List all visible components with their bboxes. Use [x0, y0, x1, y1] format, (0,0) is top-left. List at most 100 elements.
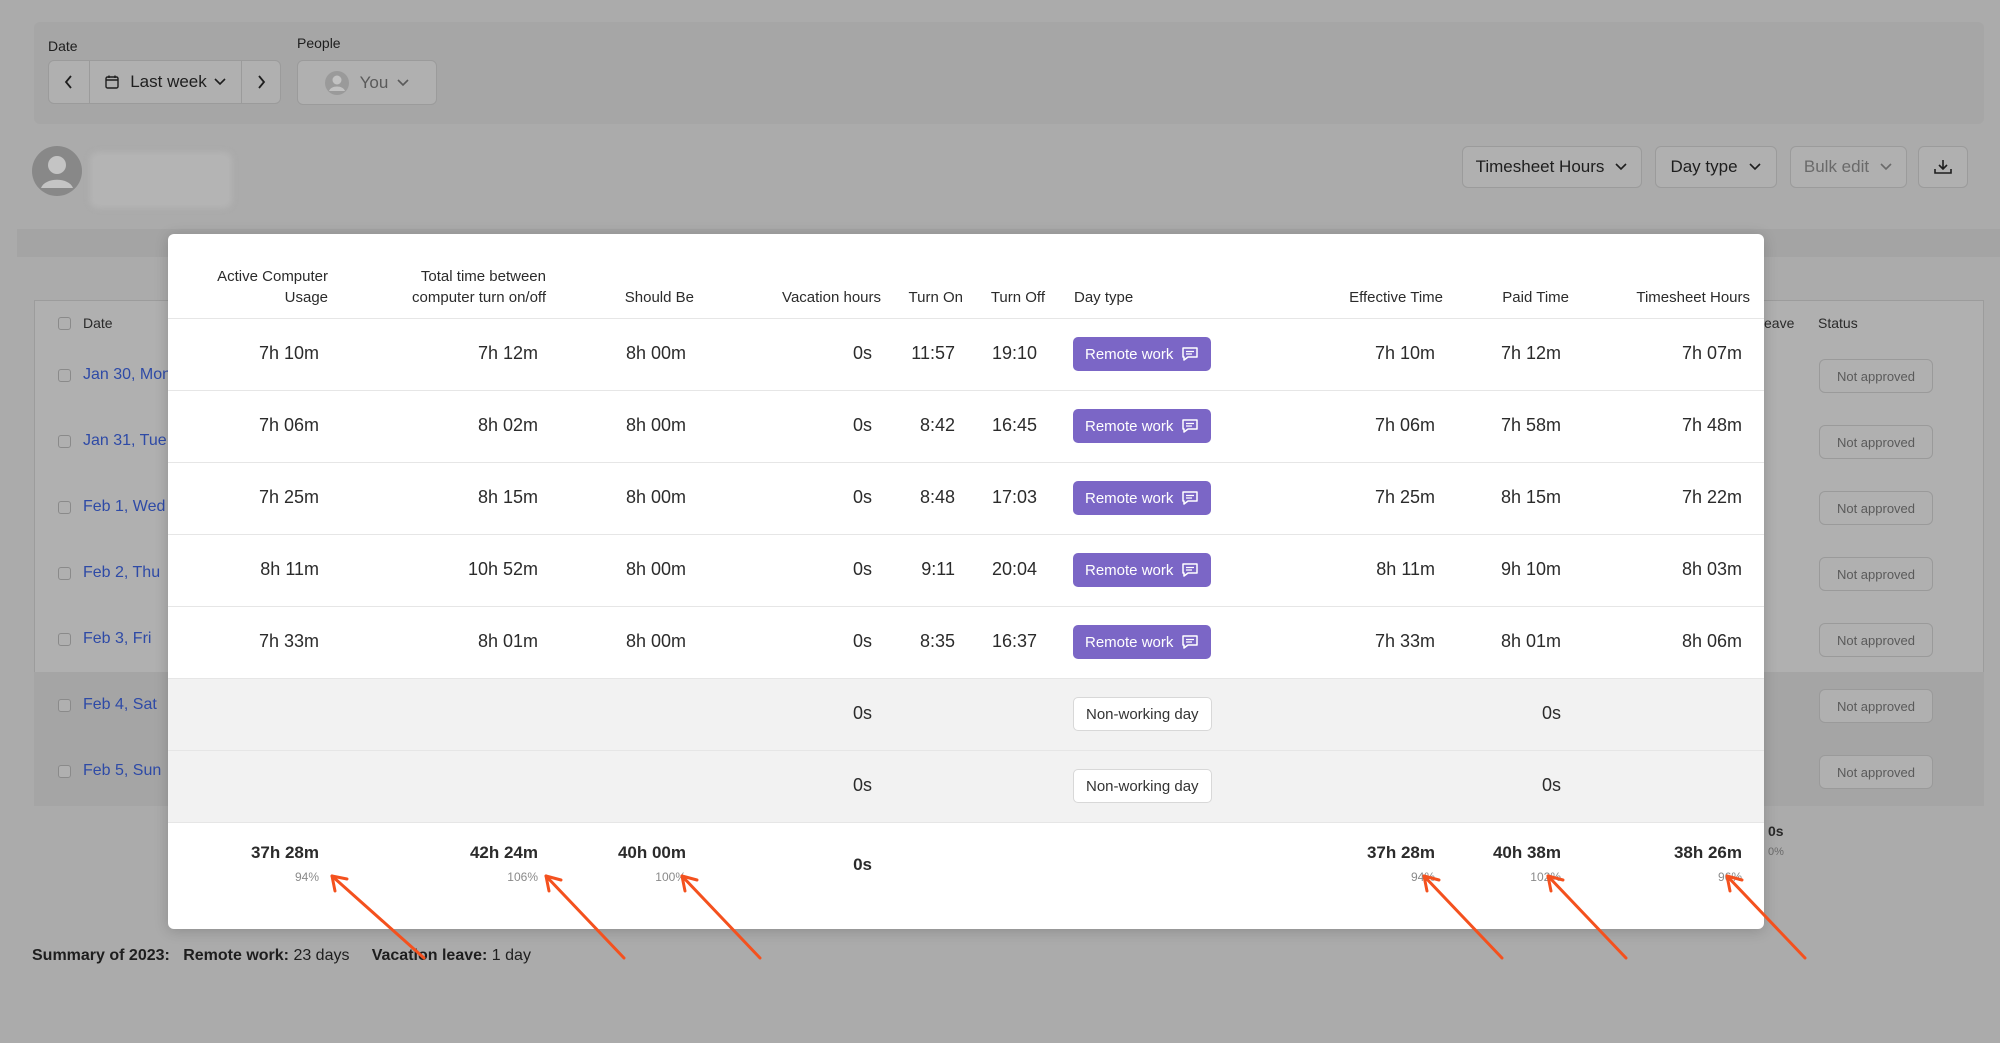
day-type-button[interactable]: Remote work — [1073, 337, 1212, 371]
row-date-link[interactable]: Jan 30, Mon — [83, 366, 172, 383]
arrow-icon — [680, 874, 762, 960]
cell-total: 8h 01m — [477, 631, 538, 651]
people-value: You — [359, 72, 389, 92]
cell-turn-on: 11:57 — [911, 343, 955, 363]
avatar-icon — [324, 70, 349, 95]
row-checkbox[interactable] — [58, 501, 71, 514]
header-line: Active Computer — [217, 268, 328, 285]
cell-vacation: 0s — [852, 343, 872, 363]
timesheet-hours-dropdown[interactable]: Timesheet Hours — [1462, 146, 1642, 188]
total-total-pct: 106% — [507, 870, 538, 884]
cell-vacation: 0s — [852, 559, 872, 579]
select-all-checkbox[interactable] — [58, 317, 71, 330]
cell-effective: 7h 06m — [1374, 415, 1435, 435]
total-vacation: 0s — [853, 855, 872, 874]
download-button[interactable] — [1918, 146, 1968, 188]
row-date-link[interactable]: Feb 3, Fri — [83, 630, 152, 647]
cell-timesheet: 7h 22m — [1681, 487, 1742, 507]
day-type-button[interactable]: Non-working day — [1073, 769, 1212, 803]
chevron-down-icon — [397, 78, 409, 86]
header-active-computer-usage: Active Computer Usage — [168, 266, 328, 308]
row-checkbox[interactable] — [58, 435, 71, 448]
leave-column-header: eave — [1764, 315, 1795, 331]
status-badge: Not approved — [1819, 755, 1933, 789]
arrow-icon — [544, 874, 626, 960]
cell-timesheet: 7h 07m — [1681, 343, 1742, 363]
bulk-edit-dropdown[interactable]: Bulk edit — [1790, 146, 1907, 188]
day-type-button[interactable]: Remote work — [1073, 409, 1212, 443]
row-date-link[interactable]: Feb 1, Wed — [83, 498, 166, 515]
cell-paid: 7h 58m — [1500, 415, 1561, 435]
day-type-label: Day type — [1670, 157, 1738, 176]
status-badge: Not approved — [1819, 359, 1933, 393]
total-should-be: 40h 00m — [617, 843, 686, 862]
row-date-link[interactable]: Feb 5, Sun — [83, 762, 162, 779]
header-turn-off: Turn Off — [990, 289, 1045, 306]
row-date-link[interactable]: Jan 31, Tue — [83, 432, 167, 449]
cell-active: 7h 33m — [258, 631, 319, 651]
day-type-button[interactable]: Non-working day — [1073, 697, 1212, 731]
cell-effective: 7h 33m — [1374, 631, 1435, 651]
comment-icon — [1182, 491, 1199, 505]
cell-timesheet: 8h 06m — [1681, 631, 1742, 651]
cell-turn-off: 20:04 — [991, 559, 1037, 579]
row-checkbox[interactable] — [58, 699, 71, 712]
row-date-link[interactable]: Feb 2, Thu — [83, 564, 161, 581]
status-badge: Not approved — [1819, 623, 1933, 657]
row-checkbox[interactable] — [58, 633, 71, 646]
arrow-icon — [1546, 874, 1628, 960]
row-checkbox[interactable] — [58, 369, 71, 382]
status-column-header: Status — [1818, 315, 1858, 331]
people-dropdown[interactable]: You — [297, 60, 437, 105]
next-week-button[interactable] — [241, 60, 281, 104]
status-badge: Not approved — [1819, 689, 1933, 723]
header-turn-on: Turn On — [908, 289, 963, 306]
table-row: 7h 25m 8h 15m 8h 00m 0s 8:48 17:03 Remot… — [168, 462, 1764, 534]
cell-paid: 0s — [1541, 703, 1561, 723]
date-filter-label: Date — [48, 38, 78, 54]
cell-vacation: 0s — [852, 415, 872, 435]
header-line: Usage — [284, 289, 328, 306]
yearly-summary: Summary of 2023: Remote work: 23 days Va… — [32, 947, 531, 965]
cell-active: 7h 10m — [258, 343, 319, 363]
user-avatar — [32, 146, 82, 196]
comment-icon — [1182, 635, 1199, 649]
total-total: 42h 24m — [469, 843, 538, 862]
comment-icon — [1182, 419, 1199, 433]
arrow-icon — [1725, 874, 1807, 960]
total-active-pct: 94% — [294, 870, 319, 884]
day-type-label: Remote work — [1085, 417, 1174, 435]
header-should-be: Should Be — [624, 289, 694, 306]
header-effective-time: Effective Time — [1349, 289, 1443, 306]
summary-title: Summary of 2023: — [32, 947, 170, 964]
cell-vacation: 0s — [852, 487, 872, 507]
cell-turn-off: 16:45 — [991, 415, 1037, 435]
header-total-time: Total time between computer turn on/off — [348, 266, 546, 308]
header-timesheet-hours: Timesheet Hours — [1636, 289, 1750, 306]
prev-week-button[interactable] — [48, 60, 90, 104]
summary-vacation-label: Vacation leave: — [371, 947, 488, 964]
day-type-dropdown[interactable]: Day type — [1655, 146, 1777, 188]
day-type-button[interactable]: Remote work — [1073, 481, 1212, 515]
cell-turn-on: 8:42 — [919, 415, 955, 435]
status-badge: Not approved — [1819, 425, 1933, 459]
timesheet-hours-label: Timesheet Hours — [1475, 157, 1605, 176]
cell-paid: 7h 12m — [1500, 343, 1561, 363]
day-type-button[interactable]: Remote work — [1073, 553, 1212, 587]
cell-turn-off: 16:37 — [991, 631, 1037, 651]
cell-effective: 7h 10m — [1374, 343, 1435, 363]
row-checkbox[interactable] — [58, 765, 71, 778]
arrow-icon — [1422, 874, 1504, 960]
table-row: 8h 11m 10h 52m 8h 00m 0s 9:11 20:04 Remo… — [168, 534, 1764, 606]
chevron-right-icon — [258, 75, 266, 89]
calendar-icon — [105, 75, 119, 89]
cell-effective: 7h 25m — [1374, 487, 1435, 507]
cell-turn-on: 9:11 — [921, 559, 955, 579]
day-type-button[interactable]: Remote work — [1073, 625, 1212, 659]
row-date-link[interactable]: Feb 4, Sat — [83, 696, 157, 713]
cell-should-be: 8h 00m — [625, 559, 686, 579]
header-line: computer turn on/off — [412, 289, 546, 306]
totals-row: 37h 28m 94% 42h 24m 106% 40h 00m 100% 0s… — [168, 822, 1764, 929]
row-checkbox[interactable] — [58, 567, 71, 580]
